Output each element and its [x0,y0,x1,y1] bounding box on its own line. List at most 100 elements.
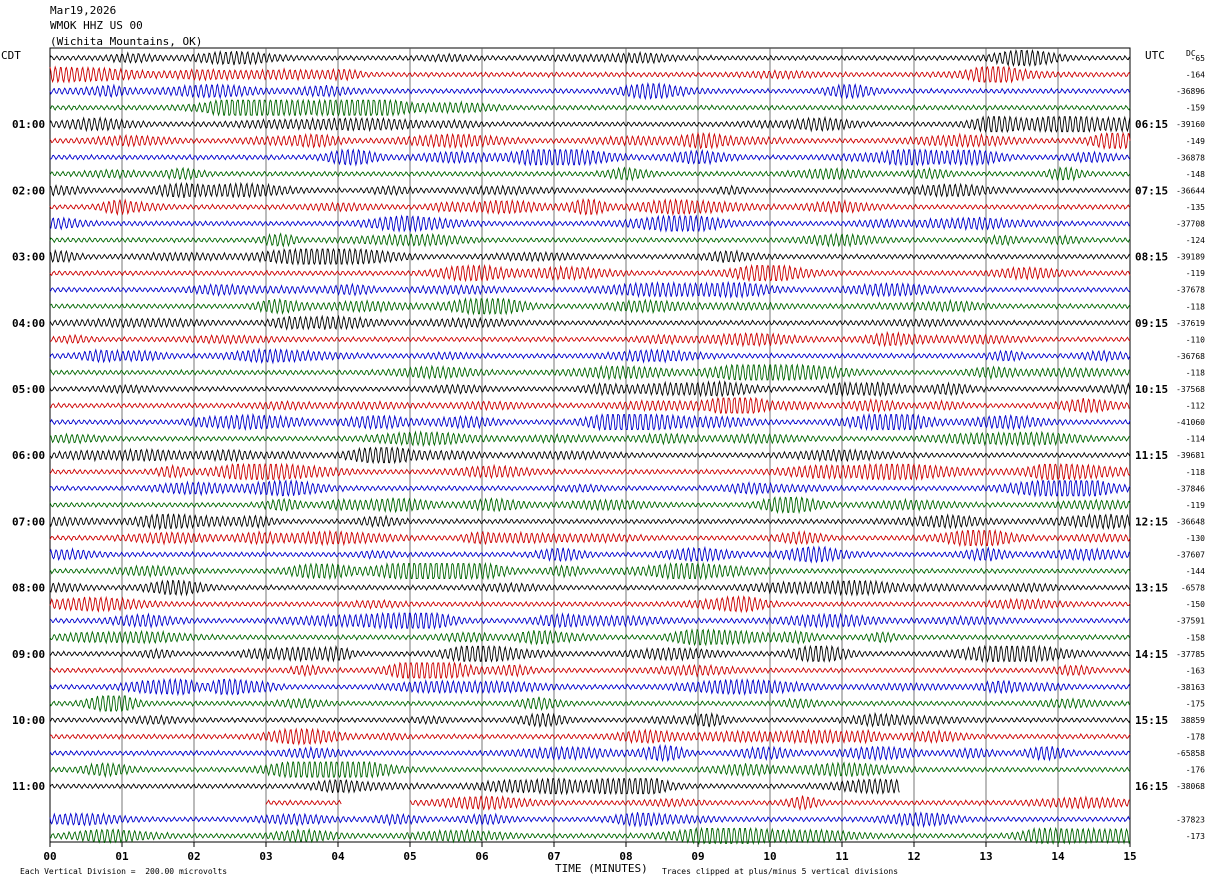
left-hour-label: 07:00 [12,515,45,528]
right-hour-label: 09:15 [1135,317,1168,330]
x-tick-label: 01 [115,850,129,863]
trace-row-47 [49,826,1131,846]
right-timezone-label: UTC [1145,49,1165,62]
right-hour-label: 14:15 [1135,648,1168,661]
dc-offset-label: -65 [1191,54,1206,63]
trace-row-24 [49,446,1131,465]
dc-offset-label: -38163 [1176,683,1205,692]
trace-row-39 [49,694,1131,713]
dc-offset-label: -37678 [1176,286,1205,295]
trace-row-45 [265,795,1131,811]
dc-offset-label: -118 [1186,468,1205,477]
trace-row-13 [49,263,1131,283]
trace-row-10 [49,214,1131,233]
x-tick-label: 07 [547,850,560,863]
left-hour-label: 08:00 [12,582,45,595]
dc-offset-label: -37568 [1176,385,1205,394]
trace-row-4 [49,115,1131,134]
dc-offset-label: -150 [1186,600,1205,609]
x-axis-label: TIME (MINUTES) [555,862,648,875]
trace-row-28 [49,512,1131,531]
dc-offset-label: -118 [1186,368,1205,377]
dc-offset-label: -124 [1186,236,1205,245]
right-hour-label: 16:15 [1135,780,1168,793]
dc-offset-label: -36768 [1176,352,1205,361]
trace-row-46 [49,811,1131,829]
trace-row-37 [49,661,1131,680]
dc-offset-label: -164 [1186,71,1205,80]
trace-row-29 [49,528,1131,548]
trace-row-36 [49,644,1131,663]
header-date: Mar19,2026 [50,4,117,17]
trace-row-33 [49,595,1131,614]
dc-offset-label: -41060 [1176,418,1205,427]
trace-row-42 [49,743,1131,763]
dc-offset-label: 38859 [1181,716,1205,725]
trace-row-20 [49,379,1131,398]
trace-row-16 [49,314,1131,331]
plot-frame [49,47,1131,843]
left-hour-label: 05:00 [12,383,45,396]
dc-offset-label: -148 [1186,170,1205,179]
dc-offset-label: -118 [1186,302,1205,311]
dc-offset-label: -119 [1186,501,1205,510]
dc-offset-label: -173 [1186,832,1205,841]
right-hour-label: 11:15 [1135,449,1168,462]
left-hour-label: 09:00 [12,648,45,661]
trace-row-5 [49,131,1131,150]
trace-row-0 [49,48,1131,68]
dc-offset-label: -37591 [1176,617,1205,626]
dc-offset-label: -144 [1186,567,1205,576]
right-hour-label: 07:15 [1135,184,1168,197]
dc-offset-label: -36648 [1176,517,1205,526]
dc-offset-label: -39189 [1176,253,1205,262]
dc-offset-label: -36878 [1176,153,1205,162]
trace-row-14 [49,280,1131,299]
x-tick-label: 02 [187,850,200,863]
x-tick-label: 09 [691,850,704,863]
dc-offset-label: -39160 [1176,120,1205,129]
left-hour-label: 06:00 [12,449,45,462]
left-hour-label: 03:00 [12,251,45,264]
trace-row-15 [49,297,1131,316]
left-hour-label: 01:00 [12,118,45,131]
right-hour-label: 06:15 [1135,118,1168,131]
header-station: WMOK HHZ US 00 [50,19,143,32]
trace-row-11 [49,232,1131,248]
x-tick-label: 04 [331,850,345,863]
trace-row-8 [49,181,1131,199]
right-hour-label: 15:15 [1135,714,1168,727]
x-tick-label: 00 [43,850,56,863]
trace-row-25 [49,462,1131,481]
dc-offset-label: -178 [1186,733,1205,742]
dc-offset-label: -37607 [1176,551,1205,560]
trace-row-26 [49,479,1131,498]
left-hour-label: 02:00 [12,184,45,197]
trace-row-2 [49,81,1131,101]
dc-offset-label: -6578 [1181,584,1205,593]
dc-offset-label: -176 [1186,766,1205,775]
trace-row-21 [49,396,1131,415]
x-tick-label: 13 [979,850,992,863]
dc-offset-label: -37785 [1176,650,1205,659]
trace-row-19 [49,363,1131,382]
scale-note: Each Vertical Division = 200.00 microvol… [20,867,228,876]
header-location: (Wichita Mountains, OK) [50,35,203,48]
dc-offset-label: -37619 [1176,319,1205,328]
trace-row-31 [49,562,1131,581]
dc-offset-label: -112 [1186,402,1205,411]
right-hour-label: 12:15 [1135,515,1168,528]
trace-row-41 [49,727,1131,746]
trace-row-23 [49,430,1131,448]
trace-row-6 [49,148,1131,167]
right-hour-label: 08:15 [1135,251,1168,264]
trace-row-32 [49,579,1131,597]
trace-row-35 [49,628,1131,647]
left-timezone-label: CDT [1,49,21,62]
dc-offset-label: -65858 [1176,749,1205,758]
dc-offset-label: -159 [1186,104,1205,113]
left-hour-label: 11:00 [12,780,45,793]
x-tick-label: 11 [835,850,849,863]
dc-offset-label: -37823 [1176,815,1205,824]
